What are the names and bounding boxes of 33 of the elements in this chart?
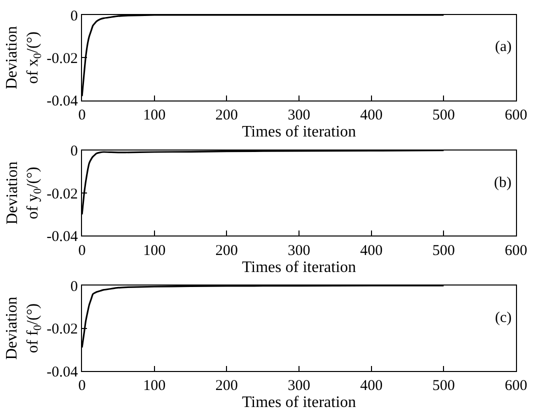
x-tick-label: 300 [288,242,310,259]
x-tick-label: 100 [143,242,166,259]
x-tick-label: 500 [432,378,455,394]
y-tick-label: -0.04 [46,228,78,245]
x-axis-title: Times of iteration [242,258,356,276]
x-tick-label: 400 [360,378,383,394]
x-tick-label: 100 [143,378,166,394]
y-tick-label: -0.02 [46,50,78,67]
x-axis-title: Times of iteration [242,124,356,141]
x-tick-label: 300 [288,108,310,124]
annotation: (b) [494,175,512,191]
y-tick-label: -0.02 [46,322,78,338]
x-tick-label: 300 [288,378,310,394]
y-tick-label: 0 [70,278,78,295]
annotation: (c) [495,310,512,326]
y-tick-label: -0.04 [46,94,78,110]
x-tick-label: 100 [143,108,166,124]
x-tick-label: 200 [215,108,238,124]
x-tick-label: 600 [504,378,528,394]
x-tick-label: 400 [360,242,383,259]
x-tick-label: 600 [504,242,528,259]
x-axis-title: Times of iteration [242,394,356,412]
y-tick-label: 0 [70,144,78,160]
annotation: (a) [495,39,512,55]
y-tick-label: -0.04 [46,364,78,380]
x-tick-label: 200 [215,242,238,259]
x-tick-label: 200 [215,378,238,394]
x-tick-label: 500 [432,108,455,124]
y-tick-label: -0.02 [46,186,78,202]
y-tick-label: 0 [70,8,78,24]
x-tick-label: 500 [432,242,455,259]
x-tick-label: 600 [504,108,528,124]
x-tick-label: 400 [360,108,383,124]
